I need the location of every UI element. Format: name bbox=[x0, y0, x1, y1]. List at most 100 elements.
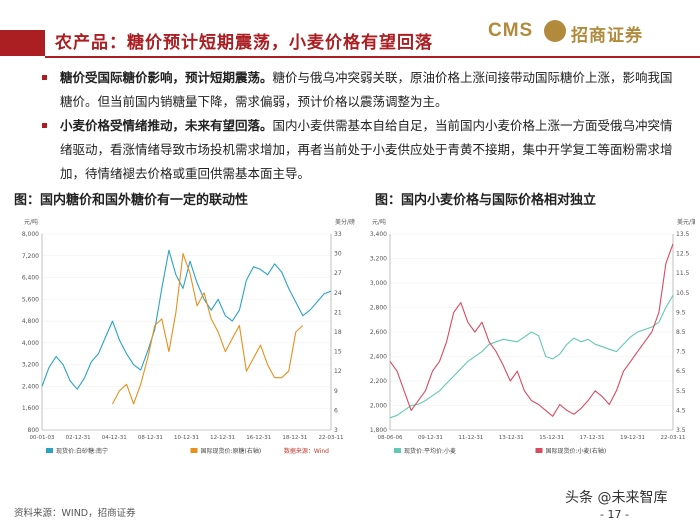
y-right-tick-label: 12 bbox=[334, 368, 342, 375]
y-right-tick-label: 15 bbox=[334, 349, 342, 356]
bullet-lead: 小麦价格受情绪推动，未来有望回落。 bbox=[60, 118, 273, 133]
y-left-tick-label: 1,600 bbox=[22, 405, 39, 412]
chart-source-note: 数据来源：Wind bbox=[284, 447, 329, 455]
x-tick-label: 08-06-06 bbox=[378, 435, 403, 441]
legend-swatch-0 bbox=[46, 448, 53, 453]
series-line-0 bbox=[41, 249, 332, 390]
x-tick-label: 08-12-31 bbox=[138, 435, 163, 441]
x-tick-label: 15-12-31 bbox=[539, 435, 564, 441]
y-right-tick-label: 9 bbox=[334, 388, 338, 395]
y-right-tick-label: 13.5 bbox=[676, 231, 690, 238]
y-right-unit-label: 美元/蒲式耳 bbox=[677, 218, 695, 226]
y-right-tick-label: 5.5 bbox=[676, 388, 686, 395]
y-left-tick-label: 2,200 bbox=[370, 378, 387, 385]
bullet-list: 糖价受国际糖价影响，预计短期震荡。糖价与俄乌冲突弱关联，原油价格上涨间接带动国际… bbox=[40, 66, 680, 186]
y-left-tick-label: 4,000 bbox=[22, 340, 39, 347]
y-right-tick-label: 6.5 bbox=[676, 368, 686, 375]
square-bullet-icon bbox=[42, 75, 47, 80]
cms-circle-logo-icon bbox=[544, 20, 566, 42]
x-tick-label: 12-12-31 bbox=[210, 435, 235, 441]
x-tick-label: 02-12-31 bbox=[66, 435, 91, 441]
sugar-price-chart: 元/吨 美分/磅 800 1,600 2,400 3,200 4,000 4,800 5,600… bbox=[14, 212, 359, 472]
y-right-unit-label: 美分/磅 bbox=[335, 218, 355, 226]
y-right-tick-label: 24 bbox=[334, 290, 342, 297]
bullet-body: 糖价与俄乌冲突弱关联，原油价格上涨间接带动国际糖价上涨，影响我国糖价。但当前国内… bbox=[60, 70, 673, 109]
title-underline bbox=[45, 56, 700, 58]
y-left-unit-label: 元/吨 bbox=[372, 218, 386, 226]
y-left-tick-label: 3,200 bbox=[370, 256, 387, 263]
watermark: 头条 @未来智库 bbox=[565, 490, 668, 506]
bullet-item-wheat: 小麦价格受情绪推动，未来有望回落。国内小麦供需基本自给自足，当前国内小麦价格上涨… bbox=[40, 114, 680, 186]
x-tick-label: 17-12-31 bbox=[580, 435, 605, 441]
chart-background bbox=[360, 212, 695, 472]
y-left-tick-label: 5,600 bbox=[22, 296, 39, 303]
y-right-tick-label: 3 bbox=[334, 427, 338, 434]
y-left-tick-label: 800 bbox=[28, 427, 40, 434]
y-right-tick-label: 4.5 bbox=[676, 407, 686, 414]
y-right-tick-label: 27 bbox=[334, 270, 342, 277]
title-accent-block bbox=[0, 30, 45, 56]
chart-background bbox=[14, 212, 359, 472]
page-number: - 17 - bbox=[600, 508, 629, 521]
y-right-tick-label: 30 bbox=[334, 251, 342, 258]
x-tick-label: 09-12-31 bbox=[418, 435, 443, 441]
x-tick-label: 11-12-31 bbox=[458, 435, 483, 441]
bullet-lead: 糖价受国际糖价影响，预计短期震荡。 bbox=[60, 70, 273, 85]
legend-swatch-1 bbox=[190, 448, 198, 453]
y-right-tick-label: 11.5 bbox=[676, 270, 690, 277]
y-left-tick-label: 2,800 bbox=[370, 305, 387, 312]
bullet-item-sugar: 糖价受国际糖价影响，预计短期震荡。糖价与俄乌冲突弱关联，原油价格上涨间接带动国际… bbox=[40, 66, 680, 114]
y-left-tick-label: 4,800 bbox=[22, 318, 39, 325]
title-bar: 农产品：糖价预计短期震荡，小麦价格有望回落 CMS 招商证券 bbox=[0, 0, 700, 58]
y-right-tick-label: 33 bbox=[334, 231, 342, 238]
y-left-tick-label: 2,600 bbox=[370, 329, 387, 336]
right-chart-caption: 图：国内小麦价格与国际价格相对独立 bbox=[375, 193, 597, 208]
cms-logo: CMS 招商证券 bbox=[488, 18, 648, 46]
left-chart-caption: 图：国内糖价和国外糖价有一定的联动性 bbox=[14, 193, 249, 208]
logo-company-name: 招商证券 bbox=[571, 26, 643, 46]
y-left-tick-label: 2,400 bbox=[370, 354, 387, 361]
y-left-tick-label: 2,400 bbox=[22, 383, 39, 390]
legend-swatch-0 bbox=[394, 448, 401, 453]
y-right-tick-label: 6 bbox=[334, 407, 338, 414]
y-right-tick-label: 18 bbox=[334, 329, 342, 336]
y-right-tick-label: 10.5 bbox=[676, 290, 690, 297]
logo-cms-text: CMS bbox=[488, 20, 534, 41]
x-tick-label: 10-12-31 bbox=[174, 435, 199, 441]
series-line-1 bbox=[112, 253, 304, 405]
x-tick-label: 00-01-03 bbox=[30, 435, 55, 441]
footer-source: 资料来源：WIND，招商证券 bbox=[14, 508, 136, 519]
y-right-tick-label: 12.5 bbox=[676, 251, 690, 258]
x-tick-label: 19-12-31 bbox=[620, 435, 645, 441]
x-tick-label: 04-12-31 bbox=[102, 435, 127, 441]
legend-label-1: 国际现货价:小麦(右轴) bbox=[546, 447, 607, 455]
series-line-1 bbox=[389, 243, 674, 417]
bullet-body: 国内小麦供需基本自给自足，当前国内小麦价格上涨一方面受俄乌冲突情绪驱动，看涨情绪… bbox=[60, 118, 673, 181]
y-right-tick-label: 3.5 bbox=[676, 427, 686, 434]
y-right-tick-label: 8.5 bbox=[676, 329, 686, 336]
y-left-tick-label: 3,400 bbox=[370, 231, 387, 238]
page-title: 农产品：糖价预计短期震荡，小麦价格有望回落 bbox=[55, 33, 433, 53]
y-right-tick-label: 7.5 bbox=[676, 349, 686, 356]
legend-label-0: 现货价:平均价:小麦 bbox=[404, 447, 456, 455]
y-left-tick-label: 3,200 bbox=[22, 362, 39, 369]
y-left-tick-label: 8,000 bbox=[22, 231, 39, 238]
x-tick-label: 18-12-31 bbox=[282, 435, 307, 441]
y-left-unit-label: 元/吨 bbox=[24, 218, 38, 226]
y-right-tick-label: 9.5 bbox=[676, 309, 686, 316]
y-left-tick-label: 3,000 bbox=[370, 280, 387, 287]
legend-label-0: 现货价:白砂糖:南宁 bbox=[56, 447, 108, 455]
wheat-price-chart: 元/吨 美元/蒲式耳 1,800 2,000 2,200 2,400 2,600 2,800 3… bbox=[360, 212, 695, 472]
y-left-tick-label: 2,000 bbox=[370, 403, 387, 410]
legend-swatch-1 bbox=[535, 448, 543, 453]
x-tick-label: 22-03-11 bbox=[319, 435, 344, 441]
y-left-tick-label: 6,400 bbox=[22, 275, 39, 282]
x-tick-label: 13-12-31 bbox=[499, 435, 524, 441]
y-left-tick-label: 1,800 bbox=[370, 427, 387, 434]
series-line-0 bbox=[389, 295, 674, 419]
y-right-tick-label: 21 bbox=[334, 309, 342, 316]
y-left-tick-label: 7,200 bbox=[22, 253, 39, 260]
x-tick-label: 22-03-11 bbox=[661, 435, 686, 441]
x-tick-label: 16-12-31 bbox=[246, 435, 271, 441]
square-bullet-icon bbox=[42, 123, 47, 128]
